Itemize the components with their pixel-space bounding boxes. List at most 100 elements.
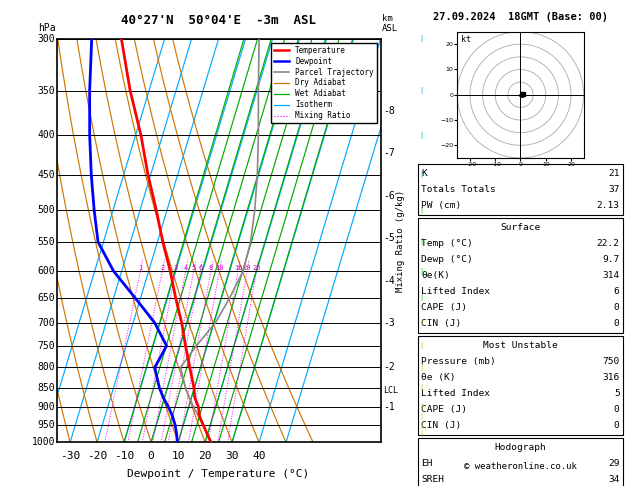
- Text: 0: 0: [614, 319, 620, 328]
- Text: 350: 350: [38, 86, 55, 96]
- Text: |: |: [420, 413, 423, 419]
- Text: Most Unstable: Most Unstable: [483, 341, 558, 350]
- Text: SREH: SREH: [421, 475, 445, 484]
- Text: |: |: [420, 364, 423, 371]
- Text: -2: -2: [383, 363, 395, 372]
- Text: 6: 6: [198, 265, 203, 271]
- Text: 950: 950: [38, 420, 55, 430]
- Text: 500: 500: [38, 205, 55, 215]
- Text: -8: -8: [383, 106, 395, 116]
- Text: Pressure (mb): Pressure (mb): [421, 357, 496, 366]
- Text: 400: 400: [38, 130, 55, 140]
- Text: |: |: [420, 403, 423, 411]
- Text: CAPE (J): CAPE (J): [421, 303, 467, 312]
- Text: 6: 6: [614, 287, 620, 296]
- Text: 0: 0: [614, 421, 620, 430]
- Text: 850: 850: [38, 383, 55, 393]
- Text: 0: 0: [614, 303, 620, 312]
- Text: K: K: [421, 169, 427, 178]
- Text: 22.2: 22.2: [596, 239, 620, 248]
- Text: |: |: [420, 430, 423, 437]
- Text: |: |: [420, 319, 423, 326]
- Text: 21: 21: [608, 169, 620, 178]
- Text: Lifted Index: Lifted Index: [421, 287, 491, 296]
- Text: -1: -1: [383, 402, 395, 412]
- Text: 900: 900: [38, 402, 55, 412]
- Text: Totals Totals: Totals Totals: [421, 185, 496, 194]
- Text: 29: 29: [608, 459, 620, 468]
- Text: 316: 316: [603, 373, 620, 382]
- Text: 0: 0: [148, 451, 155, 461]
- Text: 750: 750: [38, 341, 55, 351]
- Text: 800: 800: [38, 363, 55, 372]
- Text: |: |: [420, 171, 423, 178]
- Text: -3: -3: [383, 318, 395, 328]
- Text: |: |: [420, 342, 423, 349]
- Text: km
ASL: km ASL: [382, 14, 398, 33]
- Text: |: |: [420, 384, 423, 391]
- Text: LCL: LCL: [383, 386, 398, 395]
- Text: EH: EH: [421, 459, 433, 468]
- Text: 0: 0: [614, 405, 620, 414]
- Text: hPa: hPa: [38, 23, 55, 33]
- Text: θe (K): θe (K): [421, 373, 456, 382]
- Text: Hodograph: Hodograph: [494, 443, 547, 452]
- Text: 34: 34: [608, 475, 620, 484]
- Text: 750: 750: [603, 357, 620, 366]
- Text: 40°27'N  50°04'E  -3m  ASL: 40°27'N 50°04'E -3m ASL: [121, 14, 316, 27]
- Text: |: |: [420, 295, 423, 301]
- Text: © weatheronline.co.uk: © weatheronline.co.uk: [464, 462, 577, 471]
- Text: -7: -7: [383, 148, 395, 158]
- Text: θe(K): θe(K): [421, 271, 450, 280]
- Text: 650: 650: [38, 293, 55, 303]
- Text: Mixing Ratio (g/kg): Mixing Ratio (g/kg): [396, 190, 405, 292]
- Text: |: |: [420, 35, 423, 42]
- Text: 600: 600: [38, 266, 55, 276]
- Text: Dewp (°C): Dewp (°C): [421, 255, 473, 264]
- Text: 30: 30: [225, 451, 239, 461]
- Text: 450: 450: [38, 170, 55, 180]
- Text: -10: -10: [114, 451, 134, 461]
- Text: 4: 4: [184, 265, 188, 271]
- Text: 3: 3: [174, 265, 178, 271]
- Text: |: |: [420, 87, 423, 94]
- Text: 5: 5: [614, 389, 620, 398]
- Text: 10: 10: [171, 451, 185, 461]
- Text: 700: 700: [38, 318, 55, 328]
- Text: 5: 5: [191, 265, 196, 271]
- Text: 25: 25: [252, 265, 260, 271]
- Text: 2.13: 2.13: [596, 201, 620, 210]
- Text: -5: -5: [383, 233, 395, 243]
- Legend: Temperature, Dewpoint, Parcel Trajectory, Dry Adiabat, Wet Adiabat, Isotherm, Mi: Temperature, Dewpoint, Parcel Trajectory…: [270, 43, 377, 123]
- Text: |: |: [420, 421, 423, 429]
- Text: 2: 2: [160, 265, 164, 271]
- Text: CIN (J): CIN (J): [421, 421, 462, 430]
- Text: 20: 20: [198, 451, 212, 461]
- Text: |: |: [420, 207, 423, 213]
- Text: |: |: [420, 132, 423, 139]
- Text: |: |: [420, 239, 423, 245]
- Text: kt: kt: [461, 35, 471, 44]
- Text: PW (cm): PW (cm): [421, 201, 462, 210]
- Text: 300: 300: [38, 34, 55, 44]
- Text: 16: 16: [234, 265, 242, 271]
- Text: Dewpoint / Temperature (°C): Dewpoint / Temperature (°C): [128, 469, 309, 479]
- Text: 9.7: 9.7: [603, 255, 620, 264]
- Text: 20: 20: [243, 265, 251, 271]
- Text: -6: -6: [383, 191, 395, 201]
- Text: 1000: 1000: [32, 437, 55, 447]
- Text: CAPE (J): CAPE (J): [421, 405, 467, 414]
- Text: 550: 550: [38, 237, 55, 247]
- Text: Lifted Index: Lifted Index: [421, 389, 491, 398]
- Text: 314: 314: [603, 271, 620, 280]
- Text: -20: -20: [87, 451, 107, 461]
- Text: CIN (J): CIN (J): [421, 319, 462, 328]
- Text: 37: 37: [608, 185, 620, 194]
- Text: Surface: Surface: [501, 223, 540, 232]
- Text: |: |: [420, 268, 423, 275]
- Text: -30: -30: [60, 451, 81, 461]
- Text: 10: 10: [215, 265, 224, 271]
- Text: 40: 40: [252, 451, 266, 461]
- Text: 27.09.2024  18GMT (Base: 00): 27.09.2024 18GMT (Base: 00): [433, 12, 608, 22]
- Text: Temp (°C): Temp (°C): [421, 239, 473, 248]
